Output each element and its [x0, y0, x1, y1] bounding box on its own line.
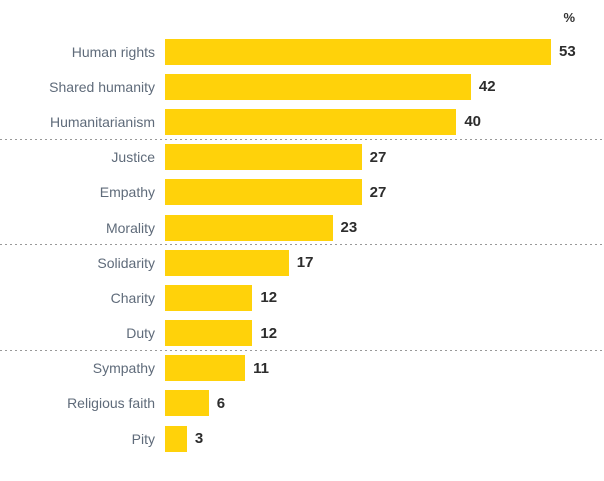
bar-track: 12	[165, 320, 604, 347]
bar-group: Solidarity 17 Charity 12 Duty 12	[0, 245, 604, 351]
value-label: 23	[340, 219, 358, 237]
value-label: 11	[253, 359, 269, 377]
bar-track: 23	[165, 214, 604, 241]
value-label: 6	[216, 394, 226, 412]
unit-percent-label: %	[563, 10, 575, 25]
bar-row: Solidarity 17	[0, 245, 604, 280]
bar	[165, 320, 253, 347]
bar	[165, 179, 362, 206]
bar-track: 42	[165, 73, 604, 100]
bar-rows-container: Human rights 53 Shared humanity 42 Humanitar…	[0, 34, 604, 456]
category-label: Sympathy	[92, 360, 155, 377]
value-label: 40	[464, 113, 481, 131]
bar-track: 17	[165, 249, 604, 276]
bar-row: Morality 23	[0, 210, 604, 245]
category-label: Morality	[105, 219, 155, 236]
value-label: 12	[260, 324, 278, 342]
category-label: Shared humanity	[49, 78, 155, 95]
bar	[165, 249, 289, 276]
category-label: Empathy	[99, 184, 155, 201]
value-label: 27	[369, 148, 387, 166]
category-label: Charity	[110, 289, 155, 306]
bar	[165, 73, 471, 100]
bar-group: Sympathy 11 Religious faith 6 Pity 3	[0, 351, 604, 457]
bar-row: Empathy 27	[0, 175, 604, 210]
bar	[165, 144, 362, 171]
value-label: 17	[296, 254, 314, 272]
bar-track: 6	[165, 390, 604, 417]
bar-track: 11	[165, 355, 604, 382]
bar-row: Pity 3	[0, 421, 604, 456]
value-label: 3	[194, 430, 204, 448]
bar-row: Sympathy 11	[0, 351, 604, 386]
value-label: 12	[260, 289, 278, 307]
bar	[165, 355, 246, 382]
category-label: Human rights	[71, 43, 155, 60]
bar-track: 53	[165, 38, 604, 65]
bar-row: Humanitarianism 40	[0, 104, 604, 139]
bar-track: 3	[165, 425, 604, 452]
bar	[165, 214, 333, 241]
category-label: Justice	[111, 149, 155, 166]
bar-group: Human rights 53 Shared humanity 42 Humanitar…	[0, 34, 604, 140]
category-label: Religious faith	[67, 395, 155, 412]
bar	[165, 390, 209, 417]
bar-row: Charity 12	[0, 280, 604, 315]
bar-group: Justice 27 Empathy 27 Morality 23	[0, 140, 604, 246]
bar-track: 27	[165, 144, 604, 171]
category-label: Solidarity	[97, 254, 155, 271]
category-label: Humanitarianism	[49, 113, 155, 130]
bar-row: Shared humanity 42	[0, 69, 604, 104]
bar	[165, 425, 187, 452]
bar-row: Human rights 53	[0, 34, 604, 69]
value-label: 53	[559, 43, 576, 61]
bar-track: 12	[165, 284, 604, 311]
bar	[165, 284, 253, 311]
bar-track: 40	[165, 108, 604, 135]
bar-track: 27	[165, 179, 604, 206]
bar-row: Duty 12	[0, 316, 604, 351]
value-label: 42	[478, 78, 496, 96]
bar-row: Religious faith 6	[0, 386, 604, 421]
category-label: Duty	[126, 325, 155, 342]
bar-row: Justice 27	[0, 140, 604, 175]
category-label: Pity	[131, 430, 155, 447]
value-label: 27	[369, 183, 387, 201]
bar	[165, 108, 457, 135]
bar	[165, 38, 551, 65]
